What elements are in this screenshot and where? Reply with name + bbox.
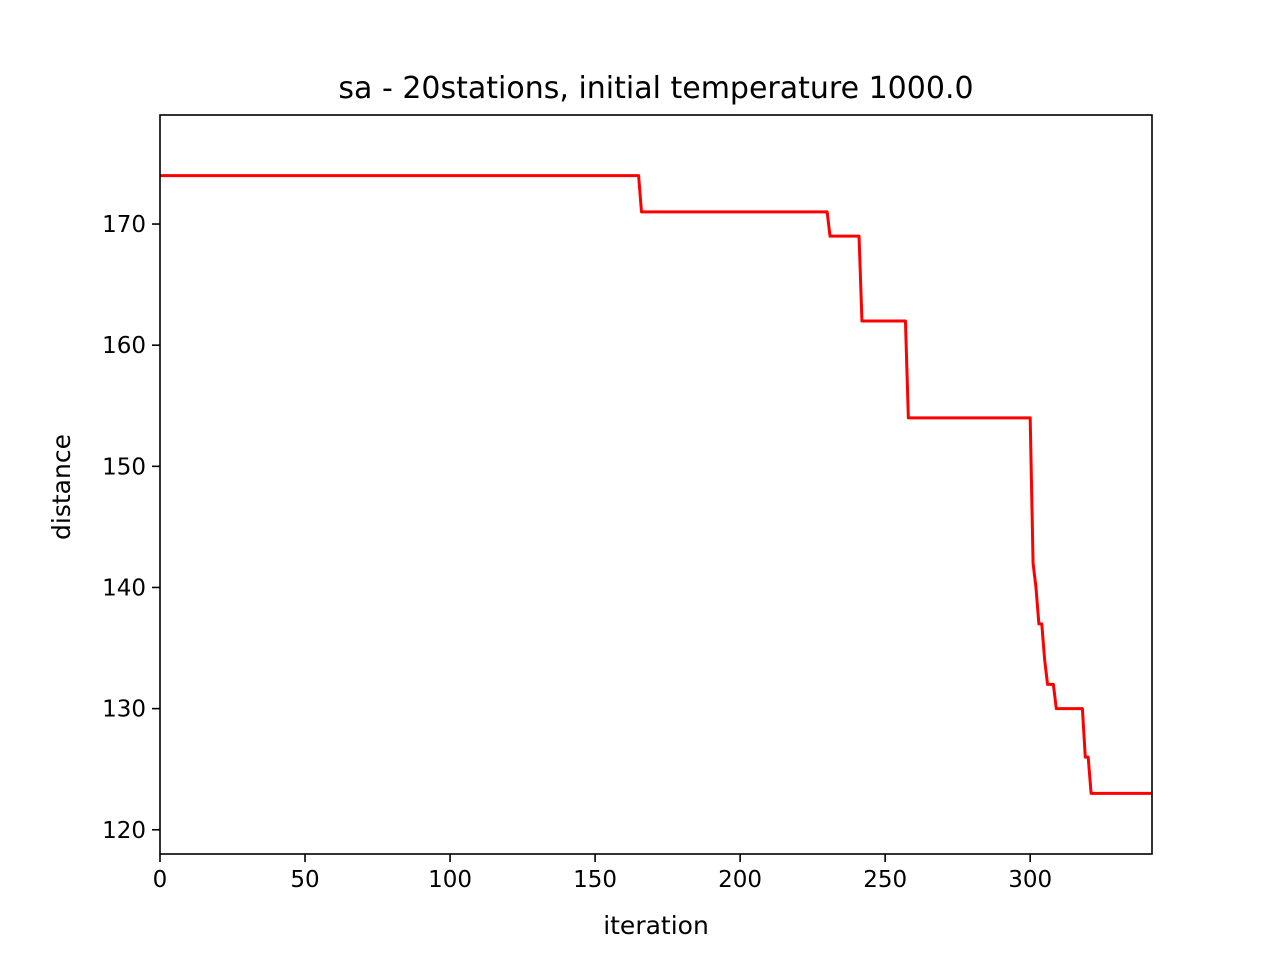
x-axis-label: iteration	[603, 911, 709, 940]
plot-frame	[159, 114, 1153, 855]
y-tick-label: 130	[102, 697, 146, 723]
y-tick-label: 120	[102, 818, 146, 844]
x-tick-label: 0	[153, 867, 168, 893]
y-axis-label: distance	[47, 434, 76, 540]
x-tick-label: 100	[428, 867, 472, 893]
y-tick-label: 160	[102, 333, 146, 359]
x-tick-label: 150	[573, 867, 617, 893]
x-tick-label: 200	[718, 867, 762, 893]
y-tick-label: 150	[102, 454, 146, 480]
chart-title: sa - 20stations, initial temperature 100…	[338, 71, 973, 106]
x-tick-label: 50	[290, 867, 319, 893]
y-tick-label: 140	[102, 575, 146, 601]
series-line	[160, 174, 1152, 795]
y-tick-label: 170	[102, 212, 146, 238]
x-tick-label: 250	[863, 867, 907, 893]
x-tick-label: 300	[1008, 867, 1052, 893]
